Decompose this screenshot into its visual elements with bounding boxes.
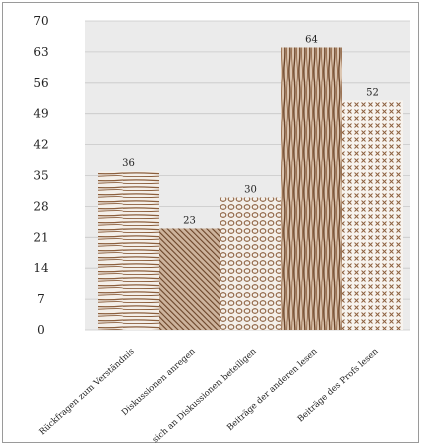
x-category-label: sich an Diskussionen beteiligen [151,346,259,444]
y-tick-label: 49 [33,107,48,121]
y-tick-label: 0 [37,323,45,337]
y-tick-label: 14 [33,261,49,275]
y-tick-label: 21 [33,230,48,244]
bar-2 [159,228,220,330]
bar-1 [98,171,159,330]
data-label: 52 [366,87,379,98]
data-label: 23 [183,215,196,226]
bars [98,47,403,330]
bar-4 [281,47,342,330]
y-tick-label: 70 [33,14,48,28]
y-axis-ticks: 0 7 14 21 28 35 42 49 56 63 70 [33,14,49,337]
y-tick-label: 35 [33,169,48,183]
data-label: 30 [244,185,257,196]
y-tick-label: 7 [37,292,45,306]
bar-3 [220,197,281,330]
y-tick-label: 42 [33,138,48,152]
y-tick-label: 56 [33,76,48,90]
data-labels: 36 23 30 64 52 [122,34,379,226]
y-tick-label: 63 [33,45,48,59]
chart-frame: 0 7 14 21 28 35 42 49 56 63 70 36 23 30 64 52 Rückfrag… [2,2,419,444]
x-category-label: Rückfragen zum Verständnis [38,347,137,438]
data-label: 64 [305,34,318,45]
data-label: 36 [122,158,135,169]
bar-5 [342,100,403,330]
bar-chart: 0 7 14 21 28 35 42 49 56 63 70 36 23 30 64 52 Rückfrag… [33,14,410,444]
y-tick-label: 28 [33,199,48,213]
